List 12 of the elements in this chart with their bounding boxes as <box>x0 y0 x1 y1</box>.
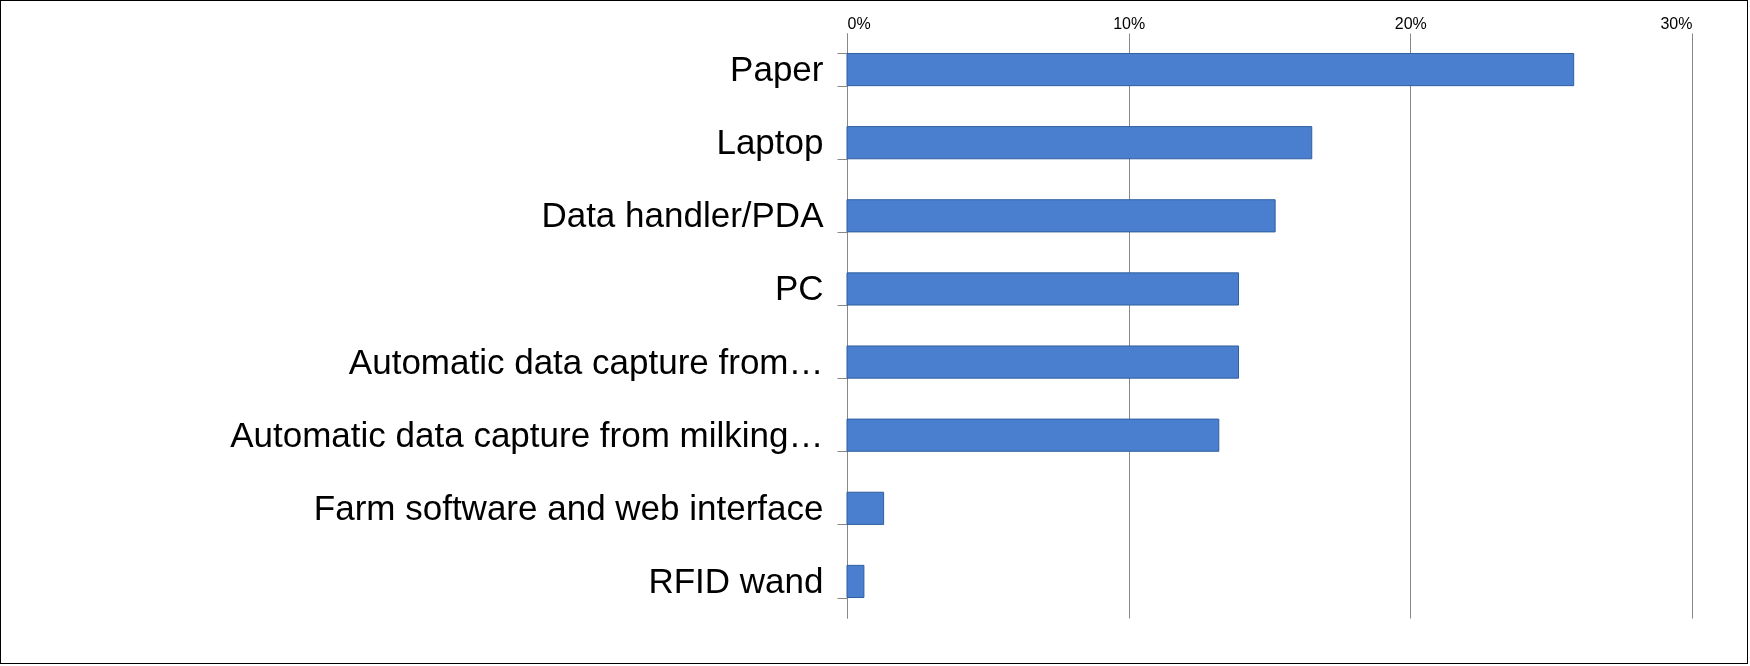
y-tick-label: Laptop <box>716 122 824 162</box>
y-tick-label: PC <box>774 268 824 308</box>
x-tick-label: 20% <box>1394 14 1427 32</box>
y-tick-label: Automatic data capture from milking… <box>230 414 824 454</box>
y-tick-label: Data handler/PDA <box>541 195 825 235</box>
y-tick-label: RFID wand <box>648 560 824 600</box>
x-tick-label: 30% <box>1660 14 1693 32</box>
x-tick-label: 0% <box>847 14 871 32</box>
y-tick-label: Paper <box>730 49 824 89</box>
y-tick-label: Automatic data capture from… <box>348 341 824 381</box>
x-tick-label: 10% <box>1113 14 1146 32</box>
y-tick-label: Farm software and web interface <box>313 487 824 527</box>
